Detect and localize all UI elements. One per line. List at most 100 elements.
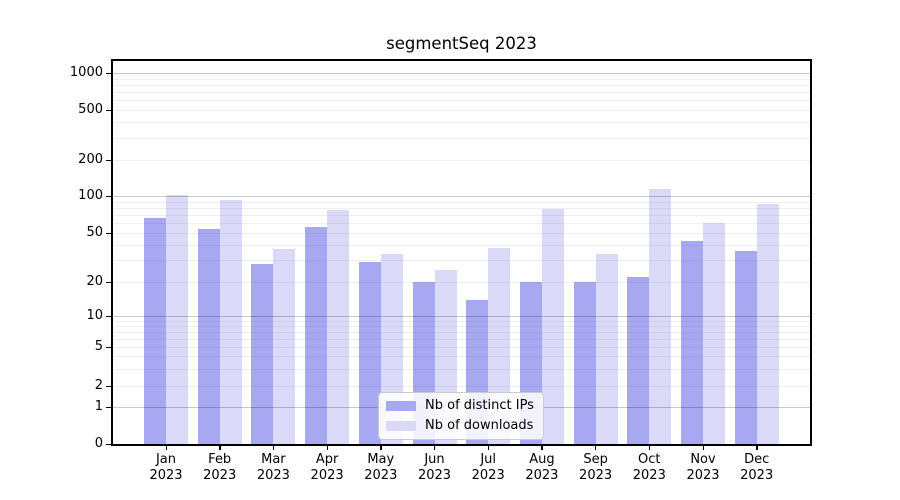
y-tick-mark [106,346,112,348]
gridline-800 [113,85,810,86]
gridline-60 [113,223,810,224]
gridline-8 [113,326,810,327]
x-tick-mark [380,445,382,450]
x-tick-mark [595,445,597,450]
y-tick-label-200: 200 [78,152,103,167]
x-tick-mark [165,445,167,450]
x-tick-label-jun: Jun 2023 [417,452,452,483]
bar-distinct-ips-nov [681,241,703,444]
bar-downloads-jan [166,194,188,444]
y-tick-label-5: 5 [94,339,103,354]
gridline-7 [113,332,810,333]
y-tick-label-10: 10 [86,308,103,323]
y-tick-label-100: 100 [78,188,103,203]
gridline-20 [113,282,810,283]
x-tick-mark [434,445,436,450]
y-tick-label-20: 20 [86,274,103,289]
legend: Nb of distinct IPs Nb of downloads [378,392,544,440]
bar-distinct-ips-may [358,262,381,444]
bar-distinct-ips-dec [734,250,757,444]
gridline-90 [113,202,810,203]
bar-distinct-ips-mar [251,264,274,444]
y-tick-label-0: 0 [94,436,103,451]
gridline-4 [113,356,810,357]
x-tick-mark [756,445,758,450]
y-tick-mark [106,315,112,317]
y-tick-mark [106,232,112,234]
x-tick-label-jan: Jan 2023 [149,452,183,483]
gridline-300 [113,138,810,139]
gridline-30 [113,260,810,261]
x-tick-label-sep: Sep 2023 [579,452,613,483]
gridline-40 [113,245,810,246]
chart-title: segmentSeq 2023 [386,34,537,53]
bar-distinct-ips-oct [627,276,650,444]
gridline-50 [113,233,810,234]
y-tick-label-2: 2 [94,378,103,393]
y-tick-mark [106,281,112,283]
bar-distinct-ips-sep [573,282,596,444]
gridline-2 [113,386,810,387]
bar-downloads-dec [756,204,779,444]
y-tick-mark [106,72,112,74]
y-tick-mark [106,385,112,387]
x-tick-mark [541,445,543,450]
bar-downloads-feb [219,199,242,444]
y-tick-label-500: 500 [78,102,103,117]
bar-distinct-ips-jan [144,218,166,444]
x-tick-label-may: May 2023 [364,452,398,483]
legend-swatch-downloads [386,421,416,431]
bar-downloads-sep [595,253,618,444]
gridline-400 [113,122,810,123]
gridline-10 [113,316,810,317]
y-tick-label-1000: 1000 [69,65,103,80]
y-tick-mark [106,109,112,111]
y-tick-mark [106,406,112,408]
bar-downloads-apr [327,209,350,444]
legend-item-distinct-ips: Nb of distinct IPs [386,398,534,414]
x-tick-label-aug: Aug 2023 [525,452,559,483]
gridline-1000 [113,73,810,74]
gridline-80 [113,208,810,209]
x-tick-mark [326,445,328,450]
x-tick-label-dec: Dec 2023 [740,452,774,483]
x-tick-mark [702,445,704,450]
gridline-500 [113,110,810,111]
legend-label-distinct-ips: Nb of distinct IPs [425,398,534,413]
x-tick-mark [487,445,490,450]
gridline-6 [113,339,810,340]
legend-label-downloads: Nb of downloads [425,418,534,433]
gridline-700 [113,92,810,93]
bar-downloads-mar [273,249,296,444]
gridline-3 [113,369,810,370]
y-tick-label-50: 50 [86,225,103,240]
x-tick-mark [272,445,275,450]
gridline-100 [113,196,810,197]
bar-distinct-ips-feb [197,228,220,444]
gridline-5 [113,347,810,348]
gridline-200 [113,160,810,161]
x-tick-mark [648,445,651,450]
grid-layer [113,61,810,444]
x-tick-label-jul: Jul 2023 [471,452,505,483]
x-tick-label-nov: Nov 2023 [686,452,720,483]
x-tick-label-apr: Apr 2023 [310,452,344,483]
gridline-70 [113,215,810,216]
x-tick-label-mar: Mar 2023 [256,452,290,483]
bar-downloads-aug [541,209,564,444]
y-tick-mark [106,443,112,445]
bar-distinct-ips-apr [305,226,328,444]
x-tick-label-oct: Oct 2023 [632,452,666,483]
gridline-600 [113,100,810,101]
legend-swatch-distinct-ips [386,401,416,411]
bar-downloads-oct [649,188,672,444]
plot-area: Nb of distinct IPs Nb of downloads [111,59,812,446]
gridline-900 [113,79,810,80]
legend-item-downloads: Nb of downloads [386,418,534,434]
bar-downloads-nov [703,223,725,444]
y-tick-mark [106,159,112,161]
y-tick-label-1: 1 [94,399,103,414]
y-tick-mark [106,195,112,197]
x-tick-mark [219,445,221,450]
